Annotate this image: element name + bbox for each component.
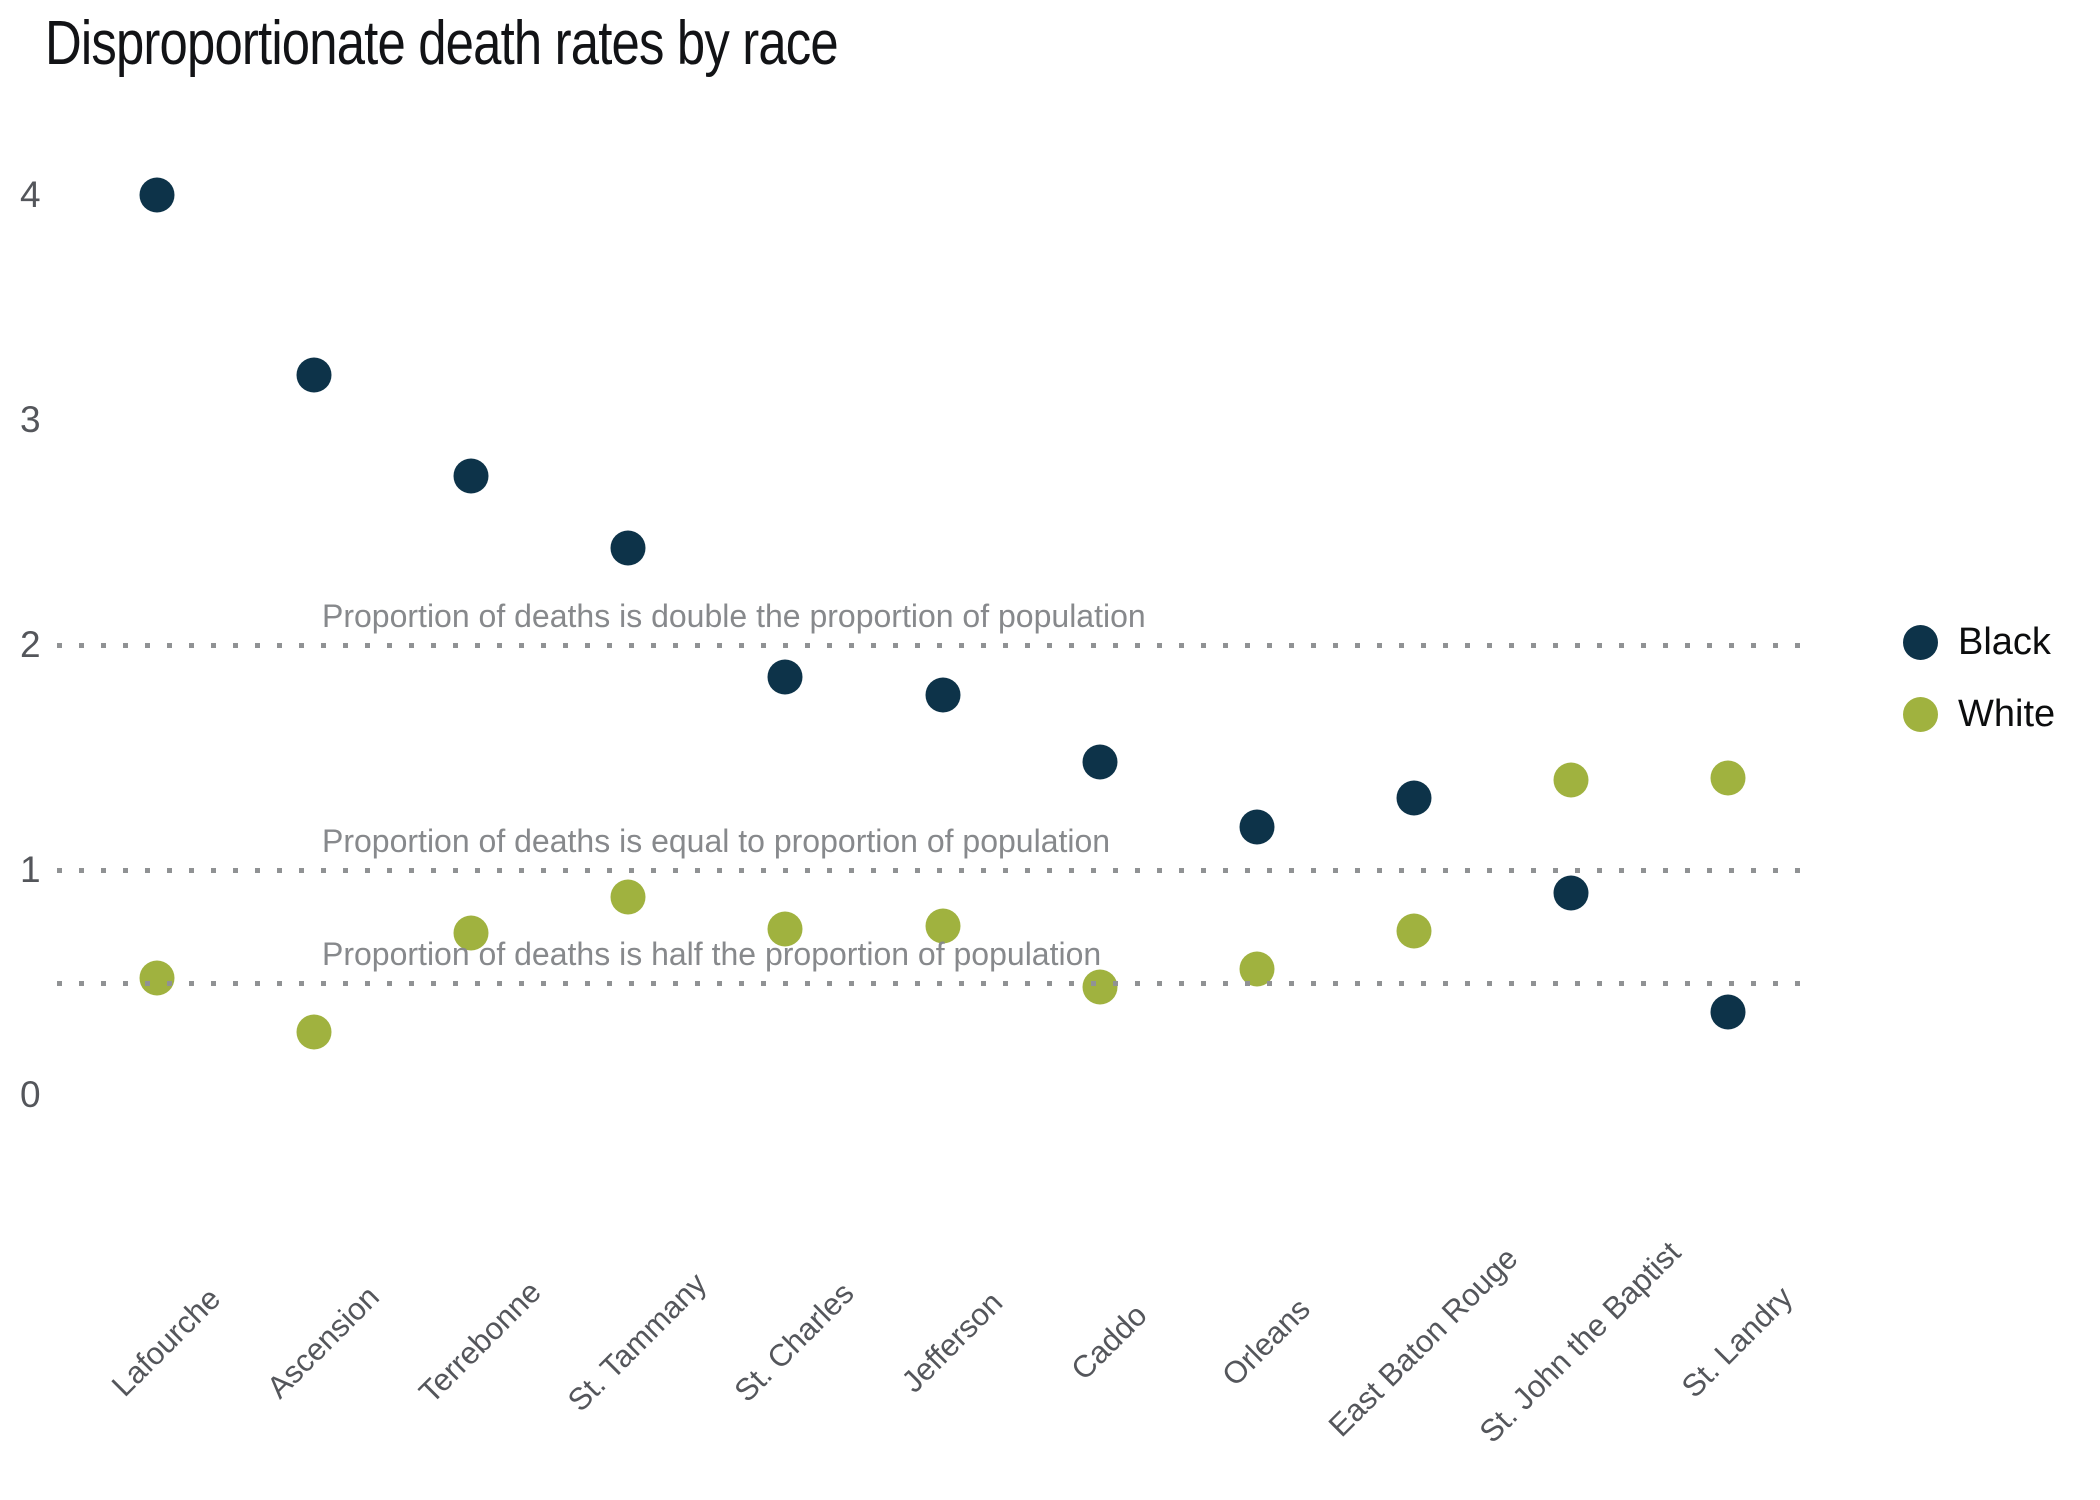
white-data-point [296, 1014, 332, 1050]
y-axis-tick-label: 1 [20, 848, 41, 890]
x-axis-label: St. Landry [1674, 1279, 1800, 1405]
legend-label-white: White [1958, 692, 2056, 735]
white-data-point [925, 908, 960, 944]
black-data-point [1396, 780, 1432, 816]
reference-line [57, 868, 1815, 873]
white-data-point [610, 879, 646, 915]
reference-line-label: Proportion of deaths is equal to proport… [322, 823, 1111, 859]
x-axis-label: Ascension [260, 1279, 387, 1405]
reference-line [57, 643, 1815, 648]
white-data-point [1082, 969, 1118, 1005]
x-axis-label: St. Charles [727, 1275, 861, 1409]
white-series-swatch-icon [1903, 697, 1938, 732]
black-data-point [453, 458, 489, 494]
white-data-point [1396, 913, 1432, 949]
black-data-point [1553, 875, 1589, 910]
black-series-swatch-icon [1903, 625, 1938, 660]
white-data-point [139, 960, 175, 996]
x-axis-label: Jefferson [894, 1284, 1009, 1400]
black-data-point [1082, 744, 1118, 780]
legend-label-black: Black [1958, 620, 2051, 663]
y-axis-tick-label: 0 [20, 1073, 41, 1115]
black-data-point [925, 677, 960, 712]
black-data-point [1239, 809, 1275, 845]
black-data-point [767, 659, 803, 694]
black-data-point [610, 530, 646, 566]
y-axis-tick-label: 2 [20, 623, 41, 665]
white-data-point [1710, 760, 1746, 796]
y-axis-tick-label: 4 [20, 173, 41, 215]
reference-line [57, 980, 1815, 986]
white-data-point [1553, 762, 1589, 798]
white-data-point [767, 911, 803, 946]
chart-title: Disproportionate death rates by race [45, 9, 839, 78]
x-axis-label: Lafourche [104, 1280, 228, 1404]
y-axis-tick-label: 3 [20, 398, 41, 440]
x-axis-label: Orleans [1214, 1291, 1317, 1393]
black-data-point [1710, 994, 1746, 1030]
x-axis-label: Terrebonne [412, 1274, 549, 1410]
black-data-point [296, 357, 332, 393]
x-axis-label: St. Tammany [561, 1265, 714, 1419]
white-data-point [453, 915, 489, 951]
reference-line-label: Proportion of deaths is half the proport… [322, 935, 1102, 972]
black-data-point [139, 177, 175, 213]
reference-line-label: Proportion of deaths is double the propo… [322, 598, 1146, 634]
x-axis-label: Caddo [1063, 1297, 1154, 1387]
